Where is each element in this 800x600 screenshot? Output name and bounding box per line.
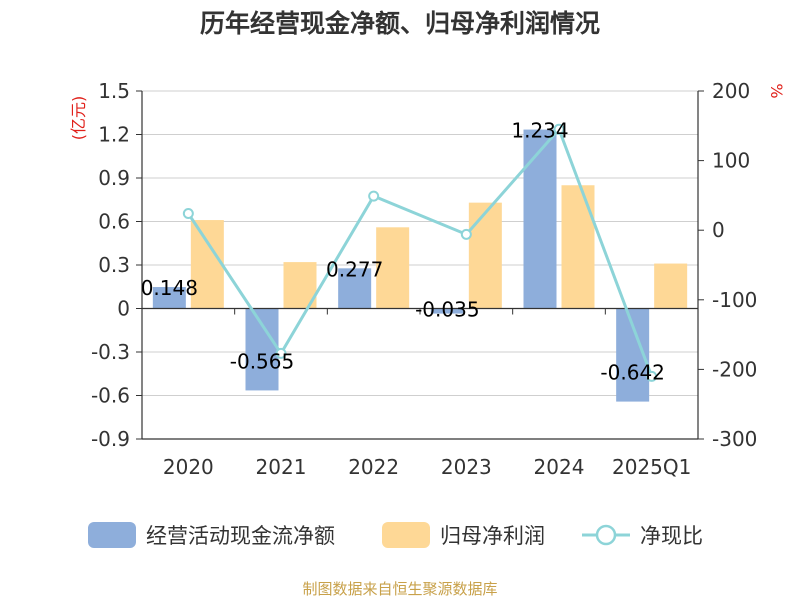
net-profit-bar — [190, 220, 224, 309]
cashflow-data-label: -0.642 — [600, 361, 664, 385]
right-axis-tick: -100 — [712, 288, 757, 312]
chart-title: 历年经营现金净额、归母净利润情况 — [199, 9, 600, 38]
net-profit-bar — [654, 263, 688, 309]
cashflow-data-label: 0.277 — [326, 257, 383, 281]
right-axis-tick: -300 — [712, 427, 757, 451]
legend-net-cash-ratio-marker — [595, 524, 617, 546]
right-axis-unit: % — [767, 83, 786, 98]
x-axis-tick: 2024 — [534, 455, 585, 479]
right-axis-tick: 0 — [712, 218, 725, 242]
net-cash-ratio-point — [460, 228, 472, 240]
legend-net-profit-swatch — [382, 522, 430, 548]
net-profit-bar — [376, 227, 410, 309]
net-profit-bar — [468, 202, 502, 309]
legend-cashflow-label: 经营活动现金流净额 — [146, 524, 335, 548]
left-axis-tick: -0.3 — [91, 340, 130, 364]
x-axis-tick: 2021 — [256, 455, 307, 479]
cashflow-data-label: -0.565 — [230, 349, 294, 373]
left-axis-tick: -0.6 — [91, 384, 130, 408]
net-cash-ratio-point — [646, 370, 658, 382]
x-axis-tick: 2025Q1 — [612, 455, 691, 479]
cashflow-bar — [152, 287, 186, 309]
cashflow-bar — [338, 268, 372, 309]
right-axis-tick: 200 — [712, 79, 750, 103]
net-cash-ratio-point — [553, 123, 565, 135]
left-axis-tick: 1.2 — [98, 123, 130, 147]
cashflow-data-label: -0.035 — [415, 298, 479, 322]
left-axis-tick: 0.3 — [98, 253, 130, 277]
left-axis-tick: -0.9 — [91, 427, 130, 451]
data-source: 制图数据来自恒生聚源数据库 — [302, 580, 498, 598]
x-axis-tick: 2023 — [441, 455, 492, 479]
x-axis-tick: 2020 — [163, 455, 214, 479]
left-axis-tick: 0.6 — [98, 210, 130, 234]
left-axis-unit: (亿元) — [69, 96, 88, 141]
net-cash-ratio-line — [187, 126, 654, 377]
cashflow-bar — [430, 308, 464, 314]
right-axis-tick: -200 — [712, 357, 757, 381]
legend-cashflow-swatch — [88, 522, 136, 548]
x-axis-tick: 2022 — [348, 455, 399, 479]
cashflow-bar — [523, 129, 557, 309]
net-cash-ratio-point — [182, 207, 194, 219]
legend-net-profit-label: 归母净利润 — [440, 524, 545, 548]
left-axis-tick: 0 — [117, 297, 130, 321]
cashflow-data-label: 0.148 — [141, 276, 198, 300]
cashflow-data-label: 1.234 — [511, 119, 568, 143]
net-cash-ratio-point — [275, 347, 287, 359]
net-profit-bar — [561, 185, 595, 309]
legend-net-cash-ratio-label: 净现比 — [640, 524, 703, 548]
net-cash-ratio-point — [368, 190, 380, 202]
left-axis-tick: 0.9 — [98, 166, 130, 190]
right-axis-tick: 100 — [712, 149, 750, 173]
left-axis-tick: 1.5 — [98, 79, 130, 103]
